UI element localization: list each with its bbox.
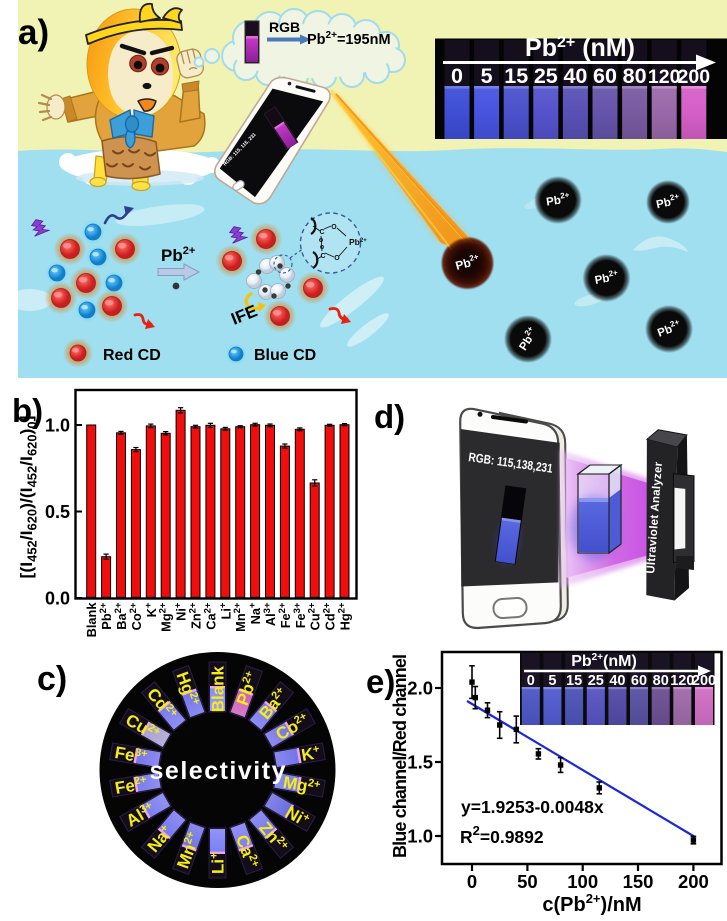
svg-text:0.5: 0.5	[45, 502, 70, 522]
svg-text:200: 200	[678, 871, 709, 892]
svg-text:Al3+: Al3+	[262, 602, 278, 626]
svg-text:200: 200	[678, 66, 711, 88]
svg-text:Pb2+: Pb2+	[349, 237, 367, 247]
svg-text:Ca2+: Ca2+	[202, 602, 218, 630]
svg-text:Pb2+=195nM: Pb2+=195nM	[307, 30, 391, 48]
svg-text:y=1.9253-0.0048x: y=1.9253-0.0048x	[461, 797, 604, 817]
svg-text:O: O	[331, 224, 337, 231]
svg-text:Pb2+ (nM): Pb2+ (nM)	[525, 34, 635, 62]
svg-text:80: 80	[623, 64, 647, 88]
svg-text:Mn2+: Mn2+	[232, 602, 248, 632]
svg-text:0: 0	[451, 64, 463, 88]
svg-text:[(I452/I620)/(I452/I620)0]: [(I452/I620)/(I452/I620)0]	[17, 416, 40, 579]
svg-text:a): a)	[18, 13, 49, 52]
svg-text:0: 0	[467, 871, 477, 892]
svg-text:200: 200	[692, 673, 716, 689]
svg-text:K+: K+	[143, 602, 159, 617]
svg-text:b): b)	[12, 392, 43, 429]
svg-text:2.0: 2.0	[407, 678, 433, 699]
svg-text:e): e)	[366, 663, 395, 700]
svg-text:1.0: 1.0	[45, 416, 70, 436]
svg-text:40: 40	[563, 64, 587, 88]
svg-text:15: 15	[504, 64, 528, 88]
svg-text:40: 40	[609, 673, 625, 689]
svg-text:0: 0	[527, 673, 535, 689]
svg-text:150: 150	[623, 871, 654, 892]
svg-text:Ni+: Ni+	[173, 602, 189, 621]
svg-text:5: 5	[548, 673, 556, 689]
svg-text:25: 25	[534, 64, 558, 88]
svg-text:d): d)	[374, 398, 405, 435]
svg-text:Co2+: Co2+	[128, 602, 144, 630]
svg-text:Red CD: Red CD	[103, 347, 161, 364]
svg-text:100: 100	[567, 871, 598, 892]
svg-text:120: 120	[670, 673, 694, 689]
svg-text:60: 60	[593, 64, 617, 88]
svg-text:50: 50	[517, 871, 538, 892]
svg-text:Cd2+: Cd2+	[322, 602, 338, 630]
svg-text:Pb2+: Pb2+	[98, 602, 114, 630]
svg-text:Blank: Blank	[84, 602, 99, 638]
svg-text:Blue channel/Red channel: Blue channel/Red channel	[390, 654, 410, 858]
svg-text:Ba2+: Ba2+	[113, 602, 129, 630]
svg-text:RGB: RGB	[269, 19, 300, 35]
svg-text:Blank: Blank	[209, 665, 228, 712]
svg-text:Cu2+: Cu2+	[307, 602, 323, 630]
svg-text:c): c)	[37, 660, 67, 698]
svg-text:25: 25	[588, 673, 604, 689]
svg-text:Pb2+(nM): Pb2+(nM)	[571, 652, 637, 670]
svg-text:1.5: 1.5	[407, 752, 433, 773]
svg-text:80: 80	[653, 673, 669, 689]
svg-text:Mg2+: Mg2+	[158, 602, 174, 632]
svg-text:selectivity: selectivity	[150, 757, 286, 785]
svg-text:C: C	[320, 253, 325, 260]
svg-text:o: o	[320, 244, 324, 251]
svg-text:Li+: Li+	[217, 602, 233, 619]
svg-text:Hg2+: Hg2+	[337, 602, 353, 630]
svg-text:60: 60	[631, 673, 647, 689]
svg-text:Fe3+: Fe3+	[292, 602, 308, 628]
svg-text:120: 120	[648, 66, 681, 88]
svg-text:Fe2+: Fe2+	[277, 602, 293, 628]
svg-text:0.0: 0.0	[45, 589, 70, 609]
svg-text:1.0: 1.0	[407, 826, 433, 847]
svg-text:O: O	[334, 255, 340, 262]
svg-text:c(Pb2+)/nM: c(Pb2+)/nM	[542, 891, 641, 916]
svg-text:C: C	[319, 229, 324, 236]
svg-text:Blue CD: Blue CD	[254, 347, 316, 364]
svg-text:15: 15	[566, 673, 582, 689]
svg-text:R2=0.9892: R2=0.9892	[460, 823, 544, 847]
svg-text:Zn2+: Zn2+	[188, 602, 204, 629]
svg-text:Na+: Na+	[247, 602, 263, 624]
svg-text:5: 5	[481, 64, 493, 88]
svg-text:o: o	[319, 237, 323, 244]
